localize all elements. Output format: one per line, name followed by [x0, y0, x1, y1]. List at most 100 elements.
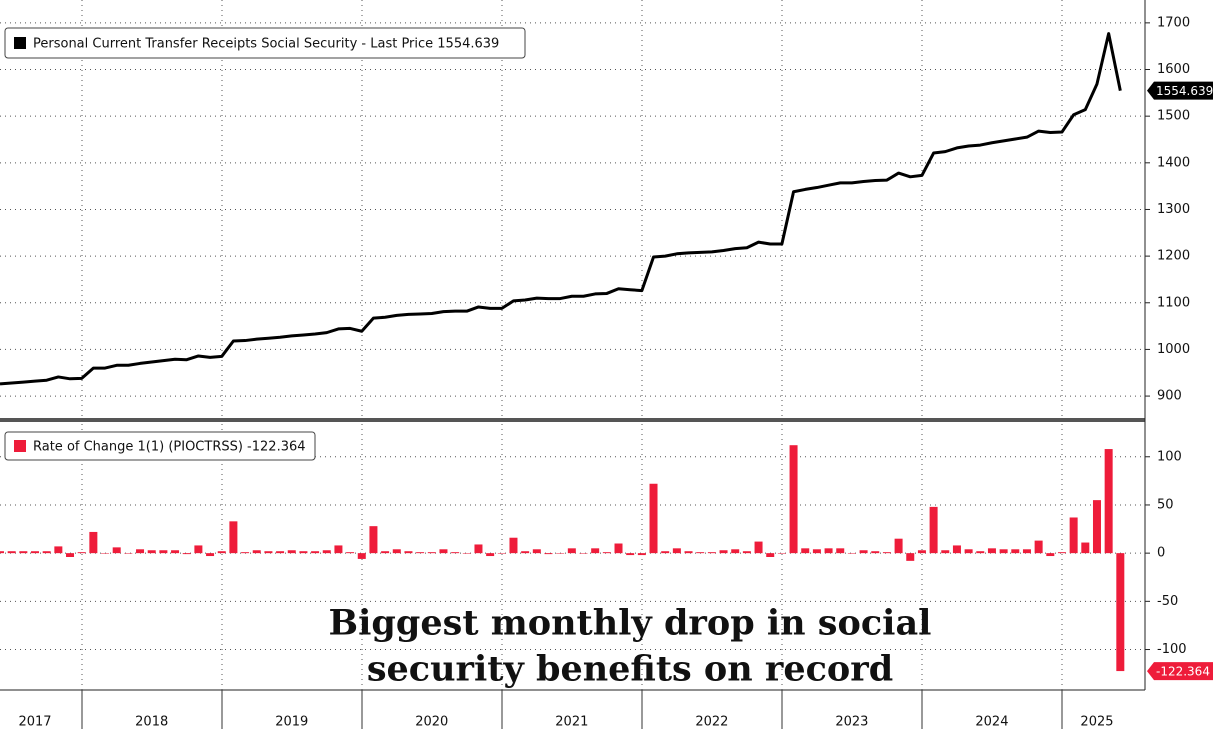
bar: [451, 552, 460, 554]
bar: [567, 548, 576, 554]
bar: [346, 552, 355, 554]
bar: [241, 552, 250, 554]
bar: [416, 552, 425, 554]
bar: [392, 549, 401, 554]
bar: [999, 549, 1008, 554]
legend-label: Rate of Change 1(1) (PIOCTRSS) -122.364: [33, 440, 306, 455]
bar: [906, 553, 915, 561]
bar: [427, 552, 436, 554]
x-tick-label: 2018: [135, 715, 168, 729]
bar: [1011, 549, 1020, 554]
bar: [766, 553, 775, 557]
legend-swatch: [14, 440, 26, 452]
bar: [381, 551, 390, 554]
bar: [684, 551, 693, 554]
bar: [894, 538, 903, 554]
bar: [789, 445, 798, 554]
bar: [591, 548, 600, 554]
bar: [532, 549, 541, 554]
last-value-label: -122.364: [1156, 665, 1210, 679]
bar: [101, 553, 110, 554]
bar: [229, 521, 238, 554]
bar: [357, 553, 366, 559]
y-tick-label: -50: [1157, 594, 1178, 609]
legend-label: Personal Current Transfer Receipts Socia…: [33, 37, 499, 52]
bar: [731, 549, 740, 554]
bar: [31, 551, 40, 554]
bar: [497, 553, 506, 554]
bar: [812, 549, 821, 554]
bar: [77, 552, 86, 554]
bar: [1104, 449, 1113, 554]
bar: [521, 551, 530, 554]
bar: [672, 548, 681, 554]
x-tick-label: 2017: [18, 715, 51, 729]
y-tick-label: 1300: [1157, 202, 1190, 217]
bar: [871, 551, 880, 554]
bar: [719, 550, 728, 554]
bar: [299, 551, 308, 554]
bar: [941, 550, 950, 554]
bar: [742, 551, 751, 554]
bar: [287, 550, 296, 554]
bar: [661, 551, 670, 554]
bar: [847, 553, 856, 554]
y-tick-label: 1100: [1157, 295, 1190, 310]
y-tick-label: 1600: [1157, 62, 1190, 77]
y-tick-label: 1500: [1157, 109, 1190, 124]
bar: [707, 552, 716, 554]
y-tick-label: 1200: [1157, 249, 1190, 264]
bar: [124, 553, 133, 554]
x-tick-label: 2022: [695, 715, 728, 729]
y-tick-label: 50: [1157, 497, 1174, 512]
bar: [1034, 540, 1043, 554]
bar: [1057, 552, 1066, 554]
bar: [696, 552, 705, 554]
bar: [7, 551, 16, 554]
bar: [1069, 517, 1078, 554]
bar: [637, 553, 646, 556]
bar: [159, 550, 168, 554]
bar: [322, 550, 331, 554]
bar: [334, 545, 343, 554]
x-tick-label: 2024: [975, 715, 1008, 729]
bar: [171, 550, 180, 554]
bar: [964, 549, 973, 554]
legend-box: [4, 431, 316, 461]
bar: [917, 550, 926, 554]
bar: [614, 543, 623, 554]
bar: [544, 553, 553, 555]
bar: [217, 551, 226, 554]
bar: [976, 551, 985, 554]
y-tick-label: 900: [1157, 389, 1182, 404]
annotation: security benefits on record: [367, 649, 893, 690]
bar: [276, 551, 285, 554]
bar: [579, 553, 588, 554]
x-tick-label: 2020: [415, 715, 448, 729]
bar: [649, 483, 658, 554]
bar: [194, 545, 203, 554]
y-tick-label: -100: [1157, 642, 1187, 657]
bar: [1022, 549, 1031, 554]
x-tick-label: 2025: [1080, 715, 1113, 729]
last-value-label: 1554.639: [1156, 84, 1213, 98]
price-line: [0, 32, 1122, 386]
bar: [556, 553, 565, 554]
bar: [486, 553, 495, 557]
bar: [754, 541, 763, 554]
bar: [626, 553, 635, 556]
bar: [1046, 553, 1055, 557]
last-value-tag: [1147, 662, 1213, 681]
bar: [206, 553, 215, 557]
bar: [859, 550, 868, 554]
bar: [42, 551, 51, 554]
x-tick-label: 2023: [835, 715, 868, 729]
bar: [66, 553, 75, 557]
bar: [19, 551, 28, 554]
bar: [369, 526, 378, 554]
bar: [882, 552, 891, 554]
bar: [136, 549, 145, 554]
y-tick-label: 1000: [1157, 342, 1190, 357]
last-value-tag: [1147, 81, 1213, 100]
